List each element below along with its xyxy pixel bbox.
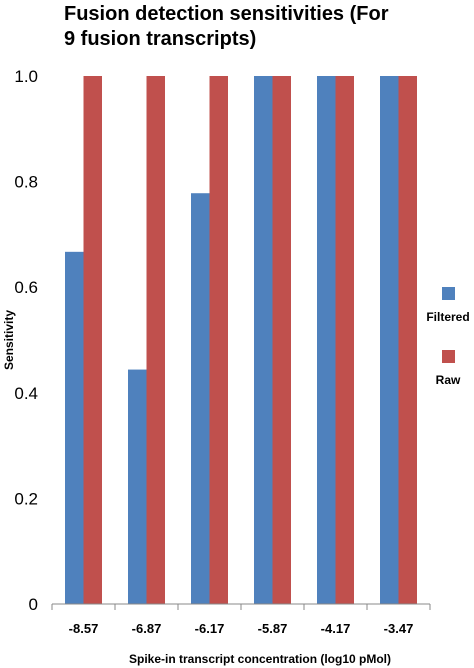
x-tick-label: -5.87 [258,621,288,636]
legend-swatch-filtered [442,287,455,300]
bar-filtered-1 [65,251,84,604]
legend-label-filtered: Filtered [426,310,469,324]
y-tick-label: 0.6 [14,278,38,297]
bar-raw-1 [83,76,102,604]
x-tick-label: -6.87 [132,621,162,636]
bar-raw-3 [209,76,228,604]
x-tick-label: -6.17 [195,621,225,636]
chart-title-line-2: 9 fusion transcripts) [64,28,256,50]
bar-filtered-5 [317,76,336,604]
y-tick-label: 0 [29,595,38,614]
x-axis-label: Spike-in transcript concentration (log10… [129,652,391,666]
bar-raw-5 [335,76,354,604]
bars [65,76,417,604]
legend: Filtered Raw [426,287,470,387]
x-axis-ticks: -8.57 -6.87 -6.17 -5.87 -4.17 -3.47 [69,621,414,636]
x-tick-label: -3.47 [384,621,414,636]
axes [51,603,431,610]
legend-label-raw: Raw [436,373,461,387]
y-tick-label: 0.4 [14,384,38,403]
y-tick-label: 0.2 [14,489,38,508]
bar-raw-2 [146,76,165,604]
chart-title-line-1: Fusion detection sensitivities (For [64,3,389,25]
bar-filtered-4 [254,76,273,604]
y-axis-ticks: 0 0.2 0.4 0.6 0.8 1.0 [14,67,38,614]
x-tick-label: -8.57 [69,621,99,636]
y-tick-label: 0.8 [14,173,38,192]
y-axis-label: Sensitivity [2,310,16,370]
x-tick-label: -4.17 [321,621,351,636]
legend-swatch-raw [442,350,455,363]
bar-filtered-6 [380,76,399,604]
bar-raw-4 [272,76,291,604]
bar-filtered-3 [191,193,210,604]
bar-raw-6 [398,76,417,604]
y-tick-label: 1.0 [14,67,38,86]
bar-filtered-2 [128,369,147,604]
chart-title: Fusion detection sensitivities (For 9 fu… [64,3,389,50]
